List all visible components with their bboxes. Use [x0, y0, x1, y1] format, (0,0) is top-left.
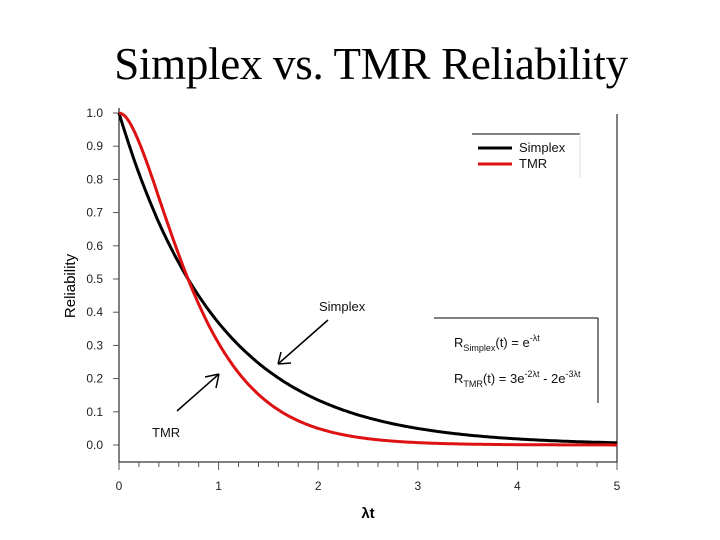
x-tick-label: 0: [116, 479, 123, 493]
y-tick-label: 0.0: [86, 438, 103, 452]
legend-label-tmr: TMR: [519, 156, 547, 171]
y-tick-label: 0.2: [86, 372, 103, 386]
axes: [118, 108, 618, 468]
equation-tmr: RTMR(t) = 3e-2λt - 2e-3λt: [454, 369, 581, 389]
y-tick-label: 0.6: [86, 239, 103, 253]
arrow-tmr-line: [176, 373, 220, 412]
y-ticks: 0.0 0.1 0.2 0.3 0.4 0.5 0.6 0.7 0.8 0.9 1.0: [86, 106, 119, 452]
x-tick-label: 3: [414, 479, 421, 493]
x-tick-label: 1: [215, 479, 222, 493]
legend: Simplex TMR: [472, 133, 581, 178]
arrow-tmr-head-icon: [204, 373, 220, 389]
x-tick-label: 4: [514, 479, 521, 493]
y-tick-label: 0.3: [86, 338, 103, 352]
legend-label-simplex: Simplex: [519, 140, 566, 155]
x-tick-label: 2: [315, 479, 322, 493]
y-axis-label: Reliability: [62, 253, 79, 318]
annotation-simplex: Simplex: [277, 299, 366, 365]
arrow-simplex-head-icon: [277, 351, 292, 365]
simplex-curve: [117, 112, 618, 445]
tmr-curve: [118, 111, 617, 447]
x-ticks: 0 1 2 3 4 5: [116, 462, 621, 493]
x-axis-label: λt: [361, 505, 374, 522]
slide-title: Simplex vs. TMR Reliability: [114, 39, 628, 89]
y-tick-label: 0.8: [86, 172, 103, 186]
annotation-tmr-label: TMR: [152, 425, 180, 440]
y-tick-label: 0.4: [86, 305, 103, 319]
y-tick-label: 1.0: [86, 106, 103, 120]
annotation-simplex-label: Simplex: [319, 299, 366, 314]
equation-simplex: RSimplex(t) = e-λt: [454, 333, 540, 353]
equation-box: RSimplex(t) = e-λt RTMR(t) = 3e-2λt - 2e…: [434, 317, 599, 403]
annotation-tmr: TMR: [152, 373, 220, 440]
y-tick-label: 0.7: [86, 206, 103, 220]
y-tick-label: 0.9: [86, 139, 103, 153]
y-tick-label: 0.1: [86, 405, 103, 419]
y-tick-label: 0.5: [86, 272, 103, 286]
x-tick-label: 5: [614, 479, 621, 493]
arrow-simplex-line: [277, 319, 329, 365]
